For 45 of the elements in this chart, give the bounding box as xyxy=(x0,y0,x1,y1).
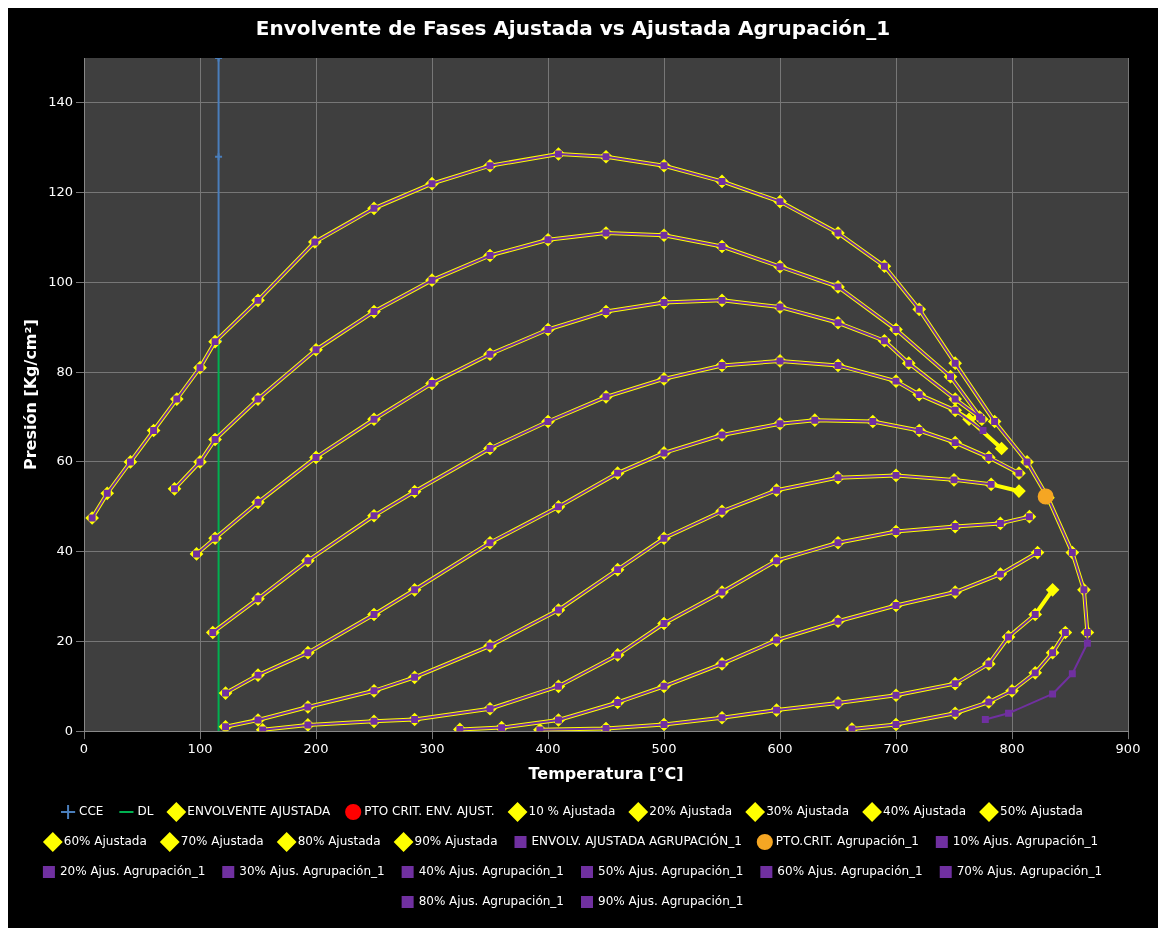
legend-label: PTO CRIT. ENV. AJUST. xyxy=(364,804,495,819)
legend-label: 50% Ajustada xyxy=(1000,804,1083,819)
legend-label: 30% Ajustada xyxy=(766,804,850,819)
x-axis-title: Temperatura [°C] xyxy=(528,763,684,783)
legend-label: 60% Ajustada xyxy=(63,834,147,849)
y-tick-label: 140 xyxy=(48,94,74,110)
y-tick-label: 20 xyxy=(56,632,74,648)
y-axis-title: Presión [Kg/cm²] xyxy=(20,319,40,471)
x-tick-label: 100 xyxy=(187,741,213,757)
x-tick-label: 700 xyxy=(883,741,909,757)
legend-label: 40% Ajus. Agrupación_1 xyxy=(418,864,565,879)
legend-label: 80% Ajus. Agrupación_1 xyxy=(418,894,565,909)
y-tick-label: 40 xyxy=(56,543,74,559)
legend-label: 40% Ajustada xyxy=(883,804,967,819)
y-tick-label: 0 xyxy=(64,722,74,738)
legend-label: 70% Ajus. Agrupación_1 xyxy=(956,864,1103,879)
legend-label: 10% Ajus. Agrupación_1 xyxy=(952,834,1099,849)
legend-label: 70% Ajustada xyxy=(180,834,264,849)
y-tick-label: 80 xyxy=(56,363,74,379)
legend-label: 20% Ajustada xyxy=(649,804,733,819)
legend-label: ENVOLVENTE AJUSTADA xyxy=(187,804,331,819)
chart-title: Envolvente de Fases Ajustada vs Ajustada Agrupación_1 xyxy=(255,16,891,41)
legend-label: ENVOLV. AJUSTADA AGRUPACIÓN_1 xyxy=(531,833,742,849)
legend-label: 60% Ajus. Agrupación_1 xyxy=(777,864,923,879)
legend-label: 80% Ajustada xyxy=(297,834,381,849)
x-tick-label: 200 xyxy=(303,741,329,757)
x-tick-label: 600 xyxy=(767,741,793,757)
legend-label: DL xyxy=(137,804,154,819)
x-tick-label: 300 xyxy=(419,741,445,757)
y-tick-label: 120 xyxy=(48,184,74,200)
y-tick-label: 60 xyxy=(56,453,74,469)
legend-label: 90% Ajustada xyxy=(414,834,498,849)
legend-label: 30% Ajus. Agrupación_1 xyxy=(239,864,385,879)
legend-label: CCE xyxy=(79,804,104,819)
x-tick-label: 400 xyxy=(535,741,561,757)
legend-label: 90% Ajus. Agrupación_1 xyxy=(598,894,744,909)
legend-label: 50% Ajus. Agrupación_1 xyxy=(598,864,744,879)
x-tick-label: 500 xyxy=(651,741,677,757)
y-tick-label: 100 xyxy=(48,273,74,289)
legend-label: 20% Ajus. Agrupación_1 xyxy=(59,864,206,879)
legend-label: 10 % Ajustada xyxy=(528,804,616,819)
x-tick-label: 0 xyxy=(79,741,89,757)
x-tick-label: 800 xyxy=(999,741,1025,757)
legend-label: PTO.CRIT. Agrupación_1 xyxy=(775,834,919,849)
x-tick-label: 900 xyxy=(1115,741,1141,757)
